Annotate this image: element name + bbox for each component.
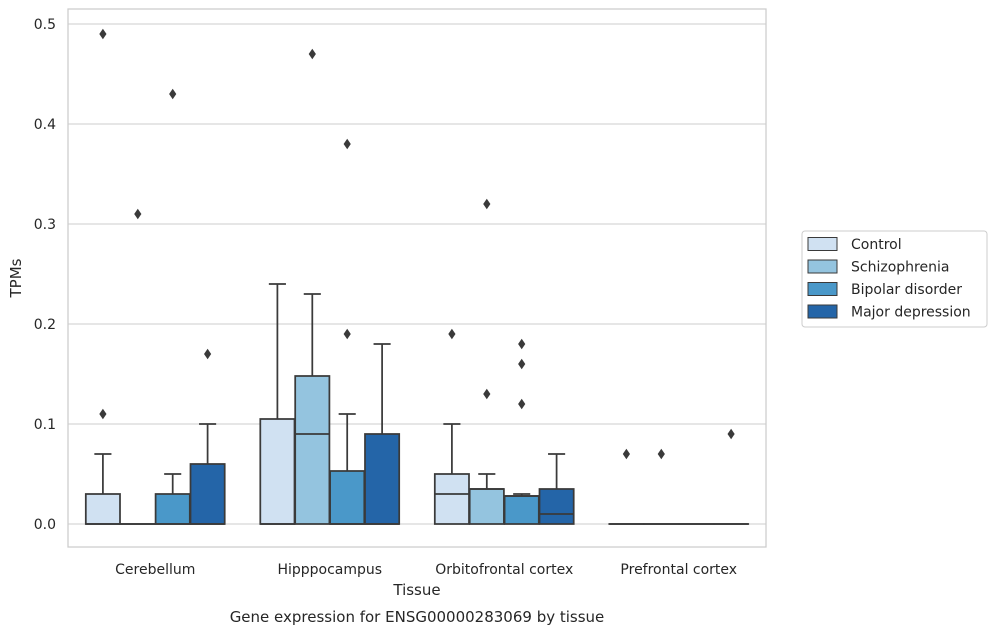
outlier-point: [99, 408, 107, 420]
y-tick-label: 0.3: [34, 217, 56, 233]
box-plot: [189, 348, 226, 525]
outlier-point: [169, 88, 177, 100]
legend-swatch: [807, 304, 838, 319]
outlier-point: [727, 428, 735, 440]
outlier-point: [657, 448, 665, 460]
legend: Control Schizophrenia Bipolar disorder Majo…: [801, 230, 988, 328]
box-plot: [643, 448, 680, 525]
outlier-point: [308, 48, 316, 60]
outlier-point: [448, 328, 456, 340]
box-plot: [119, 208, 156, 525]
x-tick-label: Hipppocampus: [277, 562, 382, 578]
x-axis-label: Tissue: [392, 581, 440, 599]
box-plot: [294, 48, 331, 525]
box-iqr: [538, 488, 575, 525]
y-tick-label: 0.4: [34, 117, 56, 133]
legend-label: Major depression: [851, 305, 971, 321]
outlier-point: [343, 138, 351, 150]
y-axis-label: TPMs: [7, 258, 25, 298]
legend-label: Bipolar disorder: [851, 282, 962, 298]
box-iqr: [364, 433, 401, 525]
figure-caption: Gene expression for ENSG00000283069 by t…: [230, 608, 605, 626]
y-tick-label: 0.2: [34, 317, 56, 333]
outlier-point: [518, 398, 526, 410]
box-iqr: [189, 463, 226, 525]
box-iqr: [468, 488, 505, 525]
box-plot: [433, 328, 470, 525]
y-tick-label: 0.1: [34, 417, 56, 433]
x-tick-label: Prefrontal cortex: [620, 562, 737, 578]
legend-frame: [801, 230, 988, 328]
outlier-point: [343, 328, 351, 340]
box-iqr: [259, 418, 296, 525]
plot-frame: [67, 8, 767, 548]
box-plot: [329, 138, 366, 525]
x-tick-labels: Cerebellum Hipppocampus Orbitofrontal cort…: [115, 562, 737, 578]
box-plot: [84, 28, 121, 525]
legend-items: Control Schizophrenia Bipolar disorder Majo…: [807, 237, 971, 321]
box-iqr: [84, 493, 121, 525]
box-plot: [503, 338, 540, 525]
box-plot: [468, 198, 505, 525]
box-iqr: [294, 375, 331, 525]
outlier-point: [622, 448, 630, 460]
y-tick-label: 0.5: [34, 17, 56, 33]
x-tick-label: Cerebellum: [115, 562, 195, 578]
legend-label: Schizophrenia: [851, 260, 949, 276]
outlier-point: [518, 338, 526, 350]
box-iqr: [329, 470, 366, 525]
box-plot: [154, 88, 191, 525]
box-iqr: [433, 473, 470, 525]
outlier-point: [99, 28, 107, 40]
box-plots: [84, 28, 750, 525]
legend-swatch: [807, 259, 838, 274]
outlier-point: [134, 208, 142, 220]
y-tick-label: 0.0: [34, 517, 56, 533]
outlier-point: [483, 388, 491, 400]
box-plot: [259, 283, 296, 525]
box-plot: [608, 448, 645, 525]
box-plot: [364, 343, 401, 525]
legend-swatch: [807, 237, 838, 251]
box-plot: [713, 428, 750, 525]
legend-label: Control: [851, 237, 902, 253]
x-tick-label: Orbitofrontal cortex: [435, 562, 573, 578]
outlier-point: [518, 358, 526, 370]
box-iqr: [503, 495, 540, 525]
outlier-point: [483, 198, 491, 210]
y-tick-labels: 0.0 0.1 0.2 0.3 0.4 0.5: [34, 17, 56, 533]
box-plot: [538, 453, 575, 525]
box-iqr: [154, 493, 191, 525]
legend-swatch: [807, 282, 838, 296]
outlier-point: [204, 348, 212, 360]
